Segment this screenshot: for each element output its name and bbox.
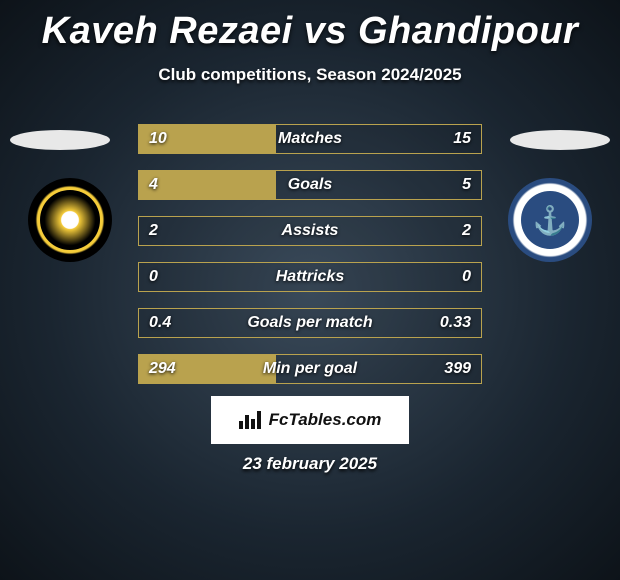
stat-label: Matches [139, 125, 481, 153]
page-subtitle: Club competitions, Season 2024/2025 [0, 65, 620, 85]
stat-label: Min per goal [139, 355, 481, 383]
eyebrow-right [510, 130, 610, 150]
stat-value-right: 399 [434, 355, 481, 383]
chart-icon [239, 411, 261, 429]
stat-value-right: 0.33 [430, 309, 481, 337]
brand-label: FcTables.com [269, 410, 382, 430]
stat-label: Goals [139, 171, 481, 199]
stat-label: Hattricks [139, 263, 481, 291]
stat-row: 10 Matches 15 [138, 124, 482, 154]
stat-value-right: 5 [452, 171, 481, 199]
team-logo-right: ⚓ [508, 178, 592, 262]
stat-row: 294 Min per goal 399 [138, 354, 482, 384]
eyebrow-left [10, 130, 110, 150]
malavan-icon: ⚓ [521, 191, 579, 249]
stat-value-right: 15 [443, 125, 481, 153]
stat-row: 2 Assists 2 [138, 216, 482, 246]
brand-link[interactable]: FcTables.com [211, 396, 409, 444]
sepahan-icon [40, 190, 100, 250]
stat-label: Assists [139, 217, 481, 245]
stat-row: 0 Hattricks 0 [138, 262, 482, 292]
stat-value-right: 0 [452, 263, 481, 291]
date-label: 23 february 2025 [0, 454, 620, 474]
stats-chart: 10 Matches 15 4 Goals 5 2 Assists 2 0 Ha… [138, 124, 482, 400]
stat-row: 0.4 Goals per match 0.33 [138, 308, 482, 338]
stat-value-right: 2 [452, 217, 481, 245]
page-title: Kaveh Rezaei vs Ghandipour [0, 0, 620, 53]
team-logo-left [28, 178, 112, 262]
stat-row: 4 Goals 5 [138, 170, 482, 200]
